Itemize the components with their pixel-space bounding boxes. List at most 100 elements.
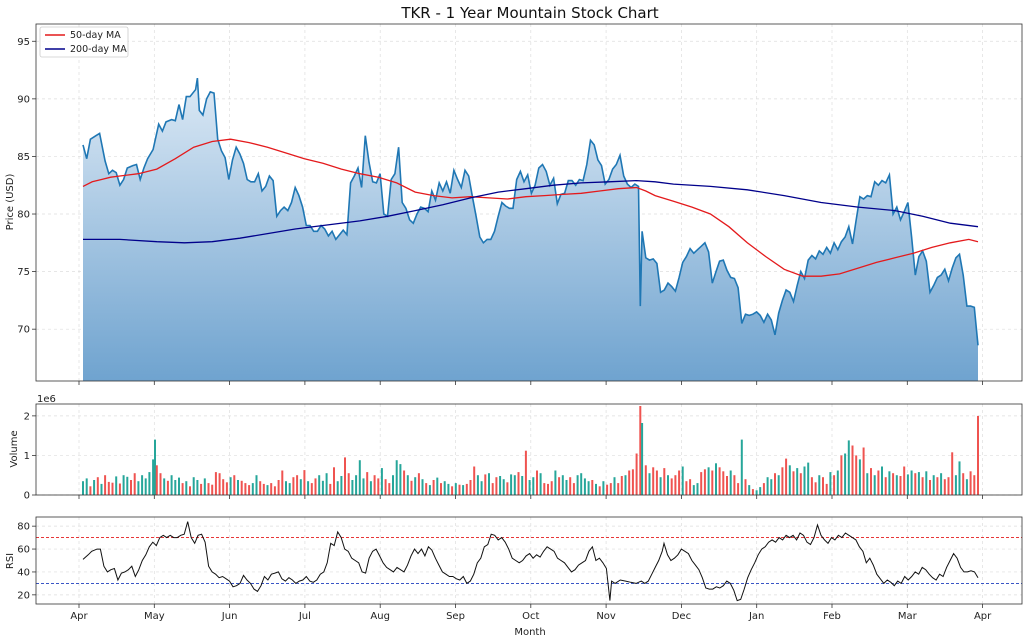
volume-bar <box>587 481 590 495</box>
volume-bar <box>914 473 917 495</box>
volume-bar <box>473 466 476 495</box>
x-tick-label: Aug <box>370 611 390 622</box>
volume-bar <box>825 483 828 495</box>
volume-bar <box>399 464 402 495</box>
volume-bar <box>414 477 417 495</box>
volume-bar <box>689 479 692 495</box>
x-tick-label: Oct <box>522 611 539 622</box>
volume-bar <box>100 483 103 495</box>
volume-y-tick-label: 2 <box>24 411 30 422</box>
volume-bar <box>502 479 505 495</box>
volume-bar <box>285 481 287 495</box>
volume-bar <box>969 471 972 495</box>
price-y-axis: 70 75 80 85 90 95 <box>17 37 36 336</box>
volume-bar <box>296 475 299 495</box>
volume-bar <box>310 483 313 495</box>
volume-bar <box>89 486 92 495</box>
volume-bar <box>602 481 605 495</box>
volume-bar <box>718 467 721 495</box>
volume-bar <box>126 476 129 495</box>
volume-bar <box>344 457 346 495</box>
volume-bar <box>711 470 714 495</box>
rsi-plot-frame <box>35 516 1023 605</box>
volume-bar <box>836 470 839 495</box>
volume-bar <box>273 486 276 495</box>
rsi-gridlines <box>36 517 1022 604</box>
volume-bar <box>251 483 254 495</box>
volume-bar <box>358 460 361 495</box>
volume-bar <box>591 480 594 495</box>
volume-bar <box>513 475 516 495</box>
volume-bar <box>214 472 217 495</box>
volume-bar <box>152 459 155 495</box>
volume-bar <box>733 475 736 495</box>
volume-bar <box>369 481 372 495</box>
volume-bar <box>321 480 324 495</box>
volume-bar <box>762 483 765 495</box>
volume-bar <box>421 479 424 495</box>
volume-bar <box>244 483 247 495</box>
volume-bar <box>218 473 221 495</box>
x-tick-label: Nov <box>596 611 616 622</box>
volume-bar <box>606 484 609 495</box>
volume-bar <box>292 477 295 495</box>
volume-bar <box>917 472 920 495</box>
volume-bar <box>141 475 144 495</box>
volume-bar <box>336 481 339 495</box>
x-tick-label: Apr <box>974 611 992 622</box>
volume-bar <box>583 478 586 495</box>
volume-bar <box>225 482 228 495</box>
volume-bar <box>137 481 140 495</box>
volume-bar <box>947 477 950 495</box>
volume-bar <box>107 481 110 495</box>
volume-bar <box>737 483 740 495</box>
volume-bar <box>932 475 935 495</box>
volume-bar <box>707 467 710 495</box>
volume-bar <box>159 473 162 495</box>
volume-bar <box>85 478 88 495</box>
volume-bar <box>377 478 380 495</box>
volume-bar <box>700 472 703 495</box>
volume-bar <box>796 468 799 495</box>
volume-bar <box>576 475 579 495</box>
volume-bar <box>681 466 684 495</box>
volume-bar <box>166 480 169 495</box>
volume-bar <box>506 482 509 495</box>
rsi-y-tick-label: 60 <box>17 545 30 556</box>
ma200-line <box>83 179 979 244</box>
volume-bar <box>624 475 627 495</box>
legend-label-ma200: 200-day MA <box>70 44 127 55</box>
x-tick-label: May <box>144 611 165 622</box>
volume-bar <box>892 473 895 495</box>
volume-bar <box>185 481 188 495</box>
volume-bar <box>325 473 328 495</box>
volume-bar <box>104 475 107 495</box>
volume-bar <box>262 483 265 495</box>
volume-bar <box>792 471 795 495</box>
volume-bar <box>347 473 350 495</box>
volume-bar <box>781 467 784 495</box>
price-y-tick-label: 90 <box>17 94 30 105</box>
volume-bar <box>93 480 96 495</box>
volume-multiplier-label: 1e6 <box>37 394 56 405</box>
volume-bar <box>644 465 647 495</box>
volume-bar <box>111 482 114 495</box>
volume-bar <box>517 472 520 495</box>
volume-bar <box>484 474 487 495</box>
volume-bar <box>977 415 979 495</box>
price-y-tick-label: 95 <box>17 37 30 48</box>
volume-bar <box>499 476 502 495</box>
volume-bar <box>425 483 428 495</box>
volume-bar <box>755 490 758 495</box>
volume-bar <box>458 484 461 495</box>
volume-bar <box>436 477 439 495</box>
volume-bar <box>163 478 166 495</box>
volume-bar <box>451 486 454 495</box>
volume-bar <box>696 483 699 495</box>
volume-bar <box>410 480 413 495</box>
volume-bar <box>307 481 310 495</box>
volume-bar <box>759 487 762 495</box>
volume-bar <box>118 483 121 495</box>
volume-bar <box>476 475 479 495</box>
